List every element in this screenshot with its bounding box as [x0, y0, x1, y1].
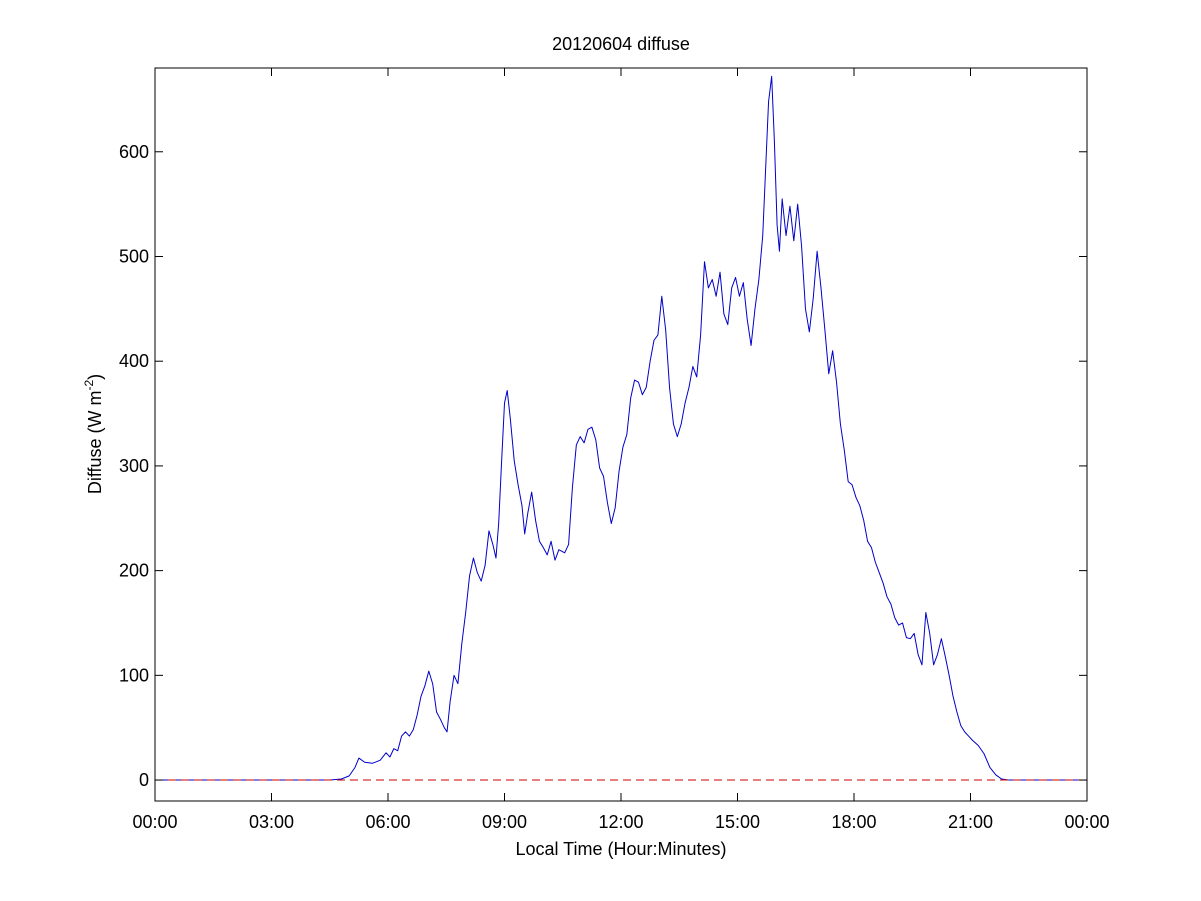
y-axis-label-close: )	[85, 374, 105, 380]
x-tick-label: 12:00	[598, 812, 643, 832]
y-axis: 0 100 200 300 400 500 600	[119, 142, 1087, 790]
y-tick-label: 200	[119, 561, 149, 581]
y-tick-label: 400	[119, 351, 149, 371]
diffuse-series-line	[155, 75, 1087, 781]
y-axis-label-main: Diffuse (W m	[85, 390, 105, 494]
y-tick-label: 500	[119, 246, 149, 266]
x-tick-label: 00:00	[132, 812, 177, 832]
x-tick-label: 18:00	[831, 812, 876, 832]
x-tick-label: 06:00	[365, 812, 410, 832]
x-tick-label: 09:00	[482, 812, 527, 832]
y-tick-label: 0	[139, 770, 149, 790]
x-tick-label: 03:00	[249, 812, 294, 832]
x-tick-label: 15:00	[715, 812, 760, 832]
y-axis-label-superscript: -2	[82, 379, 96, 390]
y-tick-label: 600	[119, 142, 149, 162]
x-tick-label: 21:00	[948, 812, 993, 832]
y-tick-label: 100	[119, 665, 149, 685]
chart-title: 20120604 diffuse	[552, 34, 690, 54]
y-axis-label: Diffuse (W m-2)	[82, 374, 105, 494]
x-axis-label: Local Time (Hour:Minutes)	[515, 839, 726, 859]
x-tick-label: 00:00	[1064, 812, 1109, 832]
series-layer	[155, 75, 1087, 781]
x-axis: 00:00 03:00 06:00 09:00 12:00 15:00 18:00 21:00…	[132, 68, 1110, 832]
y-tick-label: 300	[119, 456, 149, 476]
